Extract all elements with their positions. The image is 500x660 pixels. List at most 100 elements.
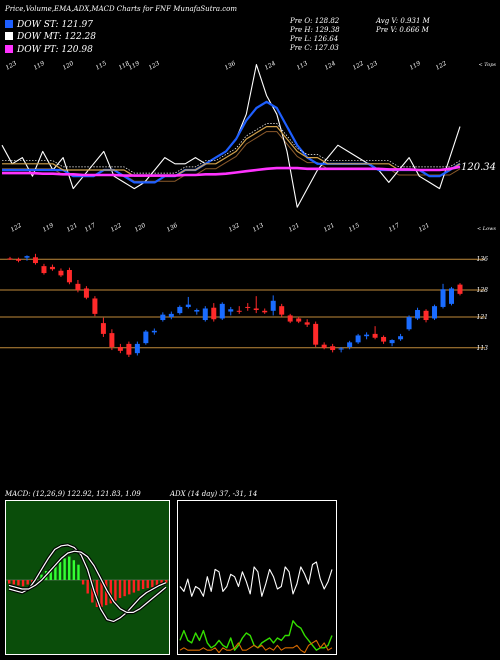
top-tick-label: 136 bbox=[224, 60, 238, 72]
ema-mid-dotted-line bbox=[2, 123, 461, 174]
prev-high: Pre H: 129.38 bbox=[290, 26, 340, 34]
top-tick-label: 119 bbox=[409, 60, 423, 72]
macd-histogram-bar bbox=[104, 580, 108, 606]
bottom-tick-label: 117 bbox=[388, 222, 402, 234]
legend-swatch-st bbox=[5, 20, 13, 28]
candle-body bbox=[432, 306, 438, 319]
candle-body bbox=[364, 334, 370, 337]
bottom-tick-label: 115 bbox=[348, 222, 362, 234]
candle-body bbox=[355, 335, 361, 343]
legend-label-st: DOW ST: 121.97 bbox=[17, 20, 93, 30]
macd-histogram-bar bbox=[100, 580, 103, 607]
candle-body bbox=[330, 346, 336, 351]
macd-label: MACD: (12,26,9) 122.92, 121.83, 1.09 bbox=[5, 490, 141, 498]
candle-body bbox=[49, 266, 55, 270]
candle-body bbox=[372, 333, 378, 338]
macd-macd-line bbox=[8, 544, 167, 623]
macd-histogram-bar bbox=[95, 580, 99, 607]
candle-body bbox=[75, 283, 81, 290]
macd-histogram-bar bbox=[155, 580, 159, 586]
candle-body bbox=[117, 346, 123, 351]
macd-histogram-bar bbox=[40, 574, 43, 580]
macd-histogram-bar bbox=[54, 564, 57, 580]
candle-body bbox=[449, 288, 455, 304]
macd-histogram-bar bbox=[12, 580, 16, 585]
candle-body bbox=[219, 303, 225, 319]
macd-histogram-bar bbox=[81, 580, 85, 585]
top-tick-label: 122 bbox=[352, 60, 366, 72]
candle-body bbox=[406, 316, 412, 330]
top-tick-label: 124 bbox=[264, 60, 278, 72]
macd-histogram-bar bbox=[77, 564, 80, 580]
bottom-tick-label: 136 bbox=[166, 222, 180, 234]
last-value-label: 120.34 bbox=[461, 162, 496, 173]
candle-body bbox=[92, 298, 98, 314]
prev-open: Pre O: 128.82 bbox=[290, 17, 340, 25]
candle-body bbox=[415, 310, 421, 319]
macd-histogram-bar bbox=[21, 580, 25, 587]
candle-body bbox=[313, 323, 319, 345]
candle-body bbox=[24, 256, 30, 258]
macd-histogram-bar bbox=[68, 556, 71, 580]
avg-volume: Avg V: 0.931 M bbox=[376, 17, 430, 25]
bottom-tick-label: 120 bbox=[134, 222, 148, 234]
top-tick-label: 123 bbox=[5, 60, 19, 72]
ema-mid-line bbox=[2, 125, 461, 177]
candle-body bbox=[321, 344, 327, 348]
macd-histogram-bar bbox=[63, 558, 66, 580]
bottom-tick-label: 117 bbox=[84, 222, 98, 234]
adx-line bbox=[179, 561, 333, 597]
candle-body bbox=[304, 322, 310, 325]
bottom-tick-label: 121 bbox=[288, 222, 301, 234]
candle-body bbox=[296, 318, 302, 322]
candle-body bbox=[58, 270, 64, 276]
top-tick-label: 124 bbox=[324, 60, 338, 72]
candle-body bbox=[100, 323, 106, 334]
macd-signal-line bbox=[8, 550, 167, 614]
candle-body bbox=[262, 310, 268, 313]
macd-histogram-bar bbox=[141, 580, 145, 589]
bottom-tick-label: 121 bbox=[418, 222, 431, 234]
top-tick-label: 119 bbox=[128, 60, 142, 72]
macd-panel-frame bbox=[5, 500, 170, 655]
top-tick-label: 119 bbox=[33, 60, 47, 72]
candle-body bbox=[134, 343, 140, 354]
top-tick-label: 120 bbox=[62, 60, 76, 72]
candle-body bbox=[143, 331, 149, 344]
macd-histogram-bar bbox=[146, 580, 149, 589]
candle-body bbox=[32, 257, 38, 264]
candle-body bbox=[279, 306, 285, 315]
macd-histogram-bar bbox=[114, 580, 117, 601]
legend-label-mt: DOW MT: 122.28 bbox=[17, 32, 96, 42]
candle-body bbox=[245, 306, 251, 308]
top-tick-label: 123 bbox=[148, 60, 162, 72]
macd-histogram-bar bbox=[72, 560, 76, 580]
top-tick-label: 122 bbox=[435, 60, 449, 72]
macd-histogram-bar bbox=[17, 580, 20, 586]
ema-long-line bbox=[2, 165, 461, 177]
candle-body bbox=[126, 343, 132, 355]
minus-di-line bbox=[179, 639, 333, 654]
candle-body bbox=[381, 336, 387, 342]
bottom-tick-label: 119 bbox=[42, 222, 56, 234]
legend-dow-st: DOW ST: 121.97 bbox=[5, 20, 93, 30]
tops-label: < Tops bbox=[478, 62, 496, 68]
candle-body bbox=[389, 340, 395, 344]
legend-label-pt: DOW PT: 120.98 bbox=[17, 45, 93, 55]
candle-body bbox=[83, 288, 89, 298]
macd-histogram-bar bbox=[137, 580, 140, 591]
macd-histogram-bar bbox=[109, 580, 112, 604]
legend-dow-mt: DOW MT: 122.28 bbox=[5, 32, 96, 42]
price-level-label: 121 bbox=[477, 314, 488, 321]
macd-histogram-bar bbox=[118, 580, 122, 598]
macd-histogram-bar bbox=[132, 580, 136, 593]
close-price-line bbox=[1, 64, 461, 208]
macd-histogram-bar bbox=[49, 568, 52, 580]
price-level-label: 136 bbox=[477, 256, 489, 263]
top-tick-label: 118 bbox=[118, 60, 132, 72]
prev-low: Pre L: 126.64 bbox=[290, 35, 339, 43]
macd-histogram-bar bbox=[151, 580, 154, 588]
candle-body bbox=[7, 258, 13, 260]
candle-body bbox=[347, 342, 353, 347]
